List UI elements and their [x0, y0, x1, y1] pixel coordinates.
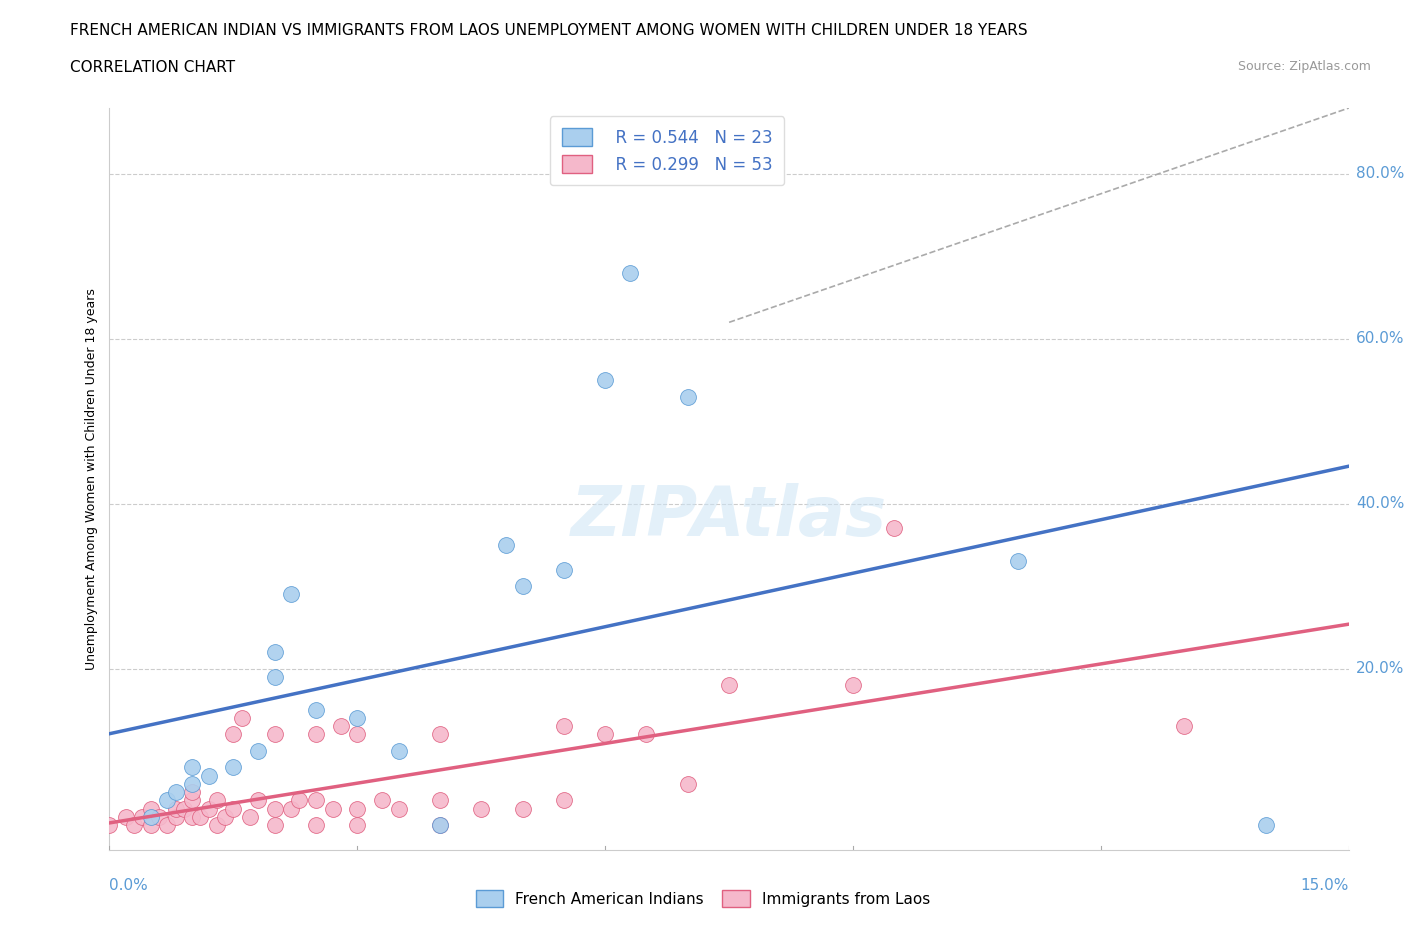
Legend: French American Indians, Immigrants from Laos: French American Indians, Immigrants from…	[470, 884, 936, 913]
Point	[842, 678, 865, 693]
Point	[280, 587, 302, 602]
Point	[263, 670, 285, 684]
Point	[470, 802, 492, 817]
Point	[156, 793, 179, 808]
Point	[346, 817, 368, 832]
Point	[305, 702, 328, 717]
Point	[139, 802, 162, 817]
Point	[181, 793, 204, 808]
Point	[883, 521, 905, 536]
Point	[222, 727, 245, 742]
Point	[197, 768, 219, 783]
Point	[429, 793, 451, 808]
Point	[156, 817, 179, 832]
Point	[305, 817, 328, 832]
Point	[346, 711, 368, 725]
Point	[329, 719, 352, 734]
Y-axis label: Unemployment Among Women with Children Under 18 years: Unemployment Among Women with Children U…	[86, 288, 98, 670]
Point	[139, 817, 162, 832]
Point	[181, 809, 204, 824]
Point	[1256, 817, 1278, 832]
Text: 80.0%: 80.0%	[1355, 166, 1405, 181]
Point	[231, 711, 253, 725]
Point	[205, 817, 228, 832]
Point	[181, 777, 204, 791]
Point	[148, 809, 170, 824]
Point	[247, 793, 270, 808]
Point	[346, 802, 368, 817]
Point	[346, 727, 368, 742]
Point	[247, 744, 270, 759]
Point	[181, 760, 204, 775]
Point	[239, 809, 262, 824]
Point	[429, 727, 451, 742]
Point	[173, 802, 195, 817]
Text: CORRELATION CHART: CORRELATION CHART	[70, 60, 235, 75]
Text: ZIPAtlas: ZIPAtlas	[571, 483, 887, 550]
Point	[1173, 719, 1195, 734]
Point	[222, 760, 245, 775]
Point	[165, 785, 187, 800]
Point	[388, 802, 411, 817]
Point	[288, 793, 311, 808]
Point	[165, 802, 187, 817]
Point	[122, 817, 145, 832]
Point	[512, 578, 534, 593]
Point	[181, 785, 204, 800]
Point	[676, 389, 699, 404]
Point	[718, 678, 741, 693]
Point	[280, 802, 302, 817]
Point	[553, 719, 575, 734]
Point	[131, 809, 153, 824]
Point	[263, 802, 285, 817]
Point	[115, 809, 138, 824]
Point	[139, 809, 162, 824]
Point	[495, 538, 517, 552]
Point	[371, 793, 394, 808]
Text: 60.0%: 60.0%	[1355, 331, 1405, 346]
Point	[98, 817, 121, 832]
Point	[214, 809, 236, 824]
Text: Source: ZipAtlas.com: Source: ZipAtlas.com	[1237, 60, 1371, 73]
Point	[512, 802, 534, 817]
Point	[388, 744, 411, 759]
Legend:   R = 0.544   N = 23,   R = 0.299   N = 53: R = 0.544 N = 23, R = 0.299 N = 53	[550, 116, 785, 185]
Point	[197, 802, 219, 817]
Text: 20.0%: 20.0%	[1355, 661, 1405, 676]
Text: FRENCH AMERICAN INDIAN VS IMMIGRANTS FROM LAOS UNEMPLOYMENT AMONG WOMEN WITH CHI: FRENCH AMERICAN INDIAN VS IMMIGRANTS FRO…	[70, 23, 1028, 38]
Text: 15.0%: 15.0%	[1301, 878, 1348, 893]
Text: 40.0%: 40.0%	[1355, 497, 1405, 512]
Point	[321, 802, 343, 817]
Point	[305, 793, 328, 808]
Point	[619, 265, 641, 280]
Point	[165, 809, 187, 824]
Point	[263, 727, 285, 742]
Point	[263, 644, 285, 659]
Point	[263, 817, 285, 832]
Point	[553, 793, 575, 808]
Point	[1007, 554, 1029, 569]
Point	[429, 817, 451, 832]
Point	[429, 817, 451, 832]
Point	[593, 373, 616, 388]
Text: 0.0%: 0.0%	[110, 878, 148, 893]
Point	[593, 727, 616, 742]
Point	[222, 802, 245, 817]
Point	[676, 777, 699, 791]
Point	[553, 563, 575, 578]
Point	[205, 793, 228, 808]
Point	[636, 727, 658, 742]
Point	[188, 809, 211, 824]
Point	[305, 727, 328, 742]
